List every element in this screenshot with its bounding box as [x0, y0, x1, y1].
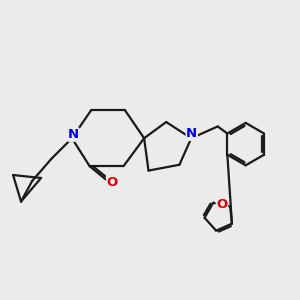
Text: N: N: [68, 128, 79, 141]
Text: N: N: [186, 127, 197, 140]
Text: O: O: [216, 198, 227, 212]
Text: O: O: [107, 176, 118, 189]
